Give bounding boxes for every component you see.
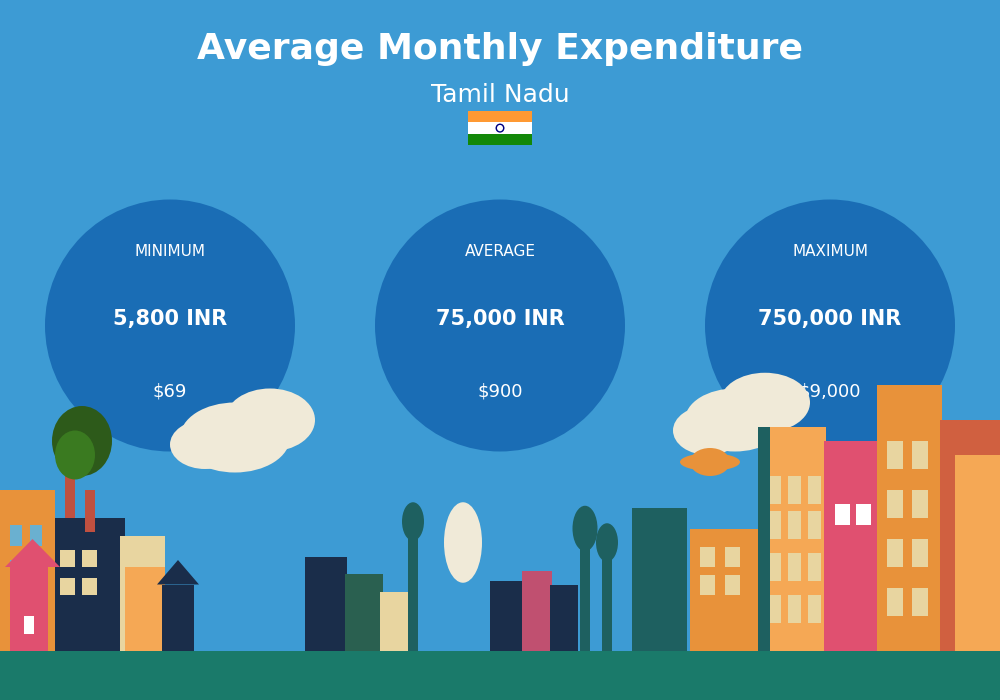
Bar [162, 584, 194, 651]
Bar [835, 504, 850, 525]
Ellipse shape [70, 425, 94, 443]
Text: MAXIMUM: MAXIMUM [792, 244, 868, 260]
Bar [912, 588, 928, 616]
Ellipse shape [170, 420, 240, 469]
Bar [808, 476, 821, 504]
Text: $900: $900 [477, 383, 523, 401]
Bar [10, 588, 22, 609]
Ellipse shape [497, 125, 503, 131]
Bar [24, 616, 34, 634]
Bar [700, 575, 715, 595]
Text: $9,000: $9,000 [799, 383, 861, 401]
Bar [30, 525, 42, 546]
Bar [468, 134, 532, 145]
Bar [468, 122, 532, 134]
Ellipse shape [45, 199, 295, 452]
Ellipse shape [720, 372, 810, 432]
Ellipse shape [180, 402, 290, 472]
Ellipse shape [705, 199, 955, 452]
Bar [120, 536, 165, 651]
Text: Tamil Nadu: Tamil Nadu [431, 83, 569, 106]
Bar [82, 550, 97, 567]
Bar [580, 536, 590, 651]
Polygon shape [157, 560, 199, 584]
Text: 750,000 INR: 750,000 INR [758, 309, 902, 328]
Bar [768, 511, 781, 539]
Bar [768, 595, 781, 623]
Ellipse shape [685, 389, 785, 452]
Bar [55, 518, 125, 651]
Bar [788, 553, 801, 581]
Bar [824, 441, 879, 651]
Bar [0, 490, 55, 651]
Bar [60, 578, 75, 595]
Bar [632, 508, 687, 651]
Bar [808, 511, 821, 539]
Bar [490, 581, 525, 651]
Polygon shape [5, 539, 60, 567]
Bar [768, 553, 781, 581]
Bar [758, 427, 826, 651]
Text: $69: $69 [153, 383, 187, 401]
Text: MINIMUM: MINIMUM [134, 244, 206, 260]
Bar [522, 570, 552, 651]
Bar [912, 490, 928, 518]
Text: 5,800 INR: 5,800 INR [113, 309, 227, 328]
Bar [345, 574, 383, 651]
Ellipse shape [596, 524, 618, 561]
Bar [65, 469, 75, 518]
Bar [550, 584, 578, 651]
Ellipse shape [52, 406, 112, 476]
Ellipse shape [225, 389, 315, 452]
Bar [887, 539, 903, 567]
Ellipse shape [572, 505, 598, 552]
Ellipse shape [680, 454, 740, 470]
Bar [380, 592, 410, 651]
Bar [912, 441, 928, 469]
Bar [808, 553, 821, 581]
Bar [125, 567, 165, 651]
Bar [0, 651, 1000, 700]
Bar [30, 560, 42, 581]
Bar [808, 595, 821, 623]
Bar [305, 556, 347, 651]
Bar [955, 455, 1000, 651]
Bar [768, 476, 781, 504]
Text: Average Monthly Expenditure: Average Monthly Expenditure [197, 32, 803, 66]
Ellipse shape [55, 430, 95, 480]
Bar [30, 588, 42, 609]
Bar [468, 111, 532, 122]
Bar [700, 547, 715, 567]
Bar [940, 420, 1000, 651]
Bar [725, 575, 740, 595]
Bar [856, 504, 871, 525]
Bar [887, 588, 903, 616]
Bar [788, 511, 801, 539]
Bar [82, 578, 97, 595]
Text: 75,000 INR: 75,000 INR [436, 309, 564, 328]
Bar [60, 550, 75, 567]
Ellipse shape [690, 448, 730, 476]
Bar [10, 525, 22, 546]
Ellipse shape [402, 503, 424, 540]
Bar [602, 553, 612, 651]
Bar [725, 547, 740, 567]
Ellipse shape [496, 123, 505, 132]
Bar [788, 476, 801, 504]
Bar [758, 427, 770, 651]
Text: AVERAGE: AVERAGE [464, 244, 536, 260]
Bar [10, 567, 48, 651]
Bar [10, 560, 22, 581]
Bar [788, 595, 801, 623]
Bar [690, 528, 760, 651]
Bar [877, 385, 942, 651]
Ellipse shape [375, 199, 625, 452]
Bar [408, 528, 418, 651]
Ellipse shape [673, 406, 743, 455]
Bar [85, 490, 95, 532]
Ellipse shape [444, 503, 482, 582]
Bar [887, 441, 903, 469]
Bar [887, 490, 903, 518]
Bar [912, 539, 928, 567]
